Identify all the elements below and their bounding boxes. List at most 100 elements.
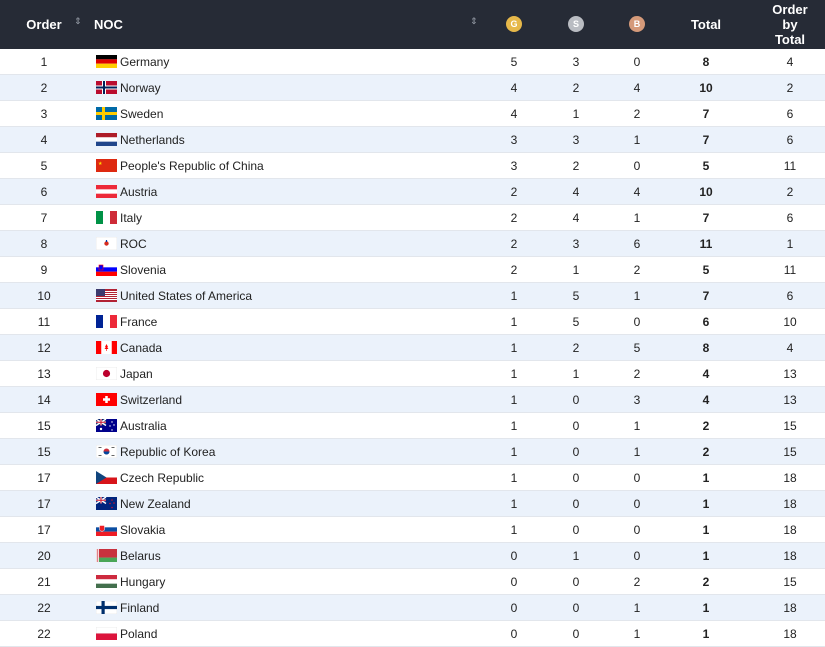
gold-count: 0 (510, 600, 518, 615)
silver-medal-icon[interactable]: S (568, 16, 584, 32)
flag-icon (96, 601, 117, 614)
bronze-count: 1 (633, 418, 641, 433)
gold-medal-icon[interactable]: G (506, 16, 522, 32)
order-cell: 8 (40, 236, 48, 251)
table-row[interactable]: 17 Czech Republic 1 0 0 1 18 (0, 465, 825, 491)
table-row[interactable]: 21 Hungary 0 0 2 2 15 (0, 569, 825, 595)
noc-name[interactable]: Canada (120, 340, 163, 355)
table-row[interactable]: 3 Sweden 4 1 2 7 6 (0, 101, 825, 127)
order-cell: 5 (40, 158, 48, 173)
table-row[interactable]: 22 Poland 0 0 1 1 18 (0, 621, 825, 647)
table-row[interactable]: 11 France 1 5 0 6 10 (0, 309, 825, 335)
table-row[interactable]: 1 Germany 5 3 0 8 4 (0, 49, 825, 75)
flag-icon (96, 627, 117, 640)
table-row[interactable]: 6 Austria 2 4 4 10 2 (0, 179, 825, 205)
table-row[interactable]: 10 United States of America 1 5 1 7 6 (0, 283, 825, 309)
table-row[interactable]: 12 Canada 1 2 5 8 4 (0, 335, 825, 361)
total-count: 4 (702, 392, 710, 407)
noc-name[interactable]: Netherlands (120, 132, 185, 147)
order-column-header[interactable]: Order (26, 17, 62, 32)
total-count: 1 (702, 626, 710, 641)
table-row[interactable]: 15 Republic of Korea 1 0 1 2 15 (0, 439, 825, 465)
silver-count: 3 (572, 54, 580, 69)
silver-count: 0 (572, 522, 580, 537)
noc-name[interactable]: Finland (120, 600, 160, 615)
silver-count: 0 (572, 574, 580, 589)
total-count: 6 (702, 314, 710, 329)
noc-name[interactable]: Poland (120, 626, 158, 641)
table-row[interactable]: 20 Belarus 0 1 0 1 18 (0, 543, 825, 569)
noc-name[interactable]: Germany (120, 54, 170, 69)
gold-count: 1 (510, 288, 518, 303)
table-row[interactable]: 15 Australia 1 0 1 2 15 (0, 413, 825, 439)
noc-name[interactable]: Australia (120, 418, 167, 433)
noc-name[interactable]: Belarus (120, 548, 161, 563)
order-cell: 20 (37, 548, 51, 563)
noc-name[interactable]: ROC (120, 236, 147, 251)
flag-icon (96, 497, 117, 510)
noc-name[interactable]: Sweden (120, 106, 164, 121)
total-count: 2 (702, 444, 710, 459)
noc-name[interactable]: Republic of Korea (120, 444, 216, 459)
table-row[interactable]: 8 ROC 2 3 6 11 1 (0, 231, 825, 257)
silver-count: 4 (572, 210, 580, 225)
order-cell: 12 (37, 340, 51, 355)
silver-count: 2 (572, 340, 580, 355)
total-column-header[interactable]: Total (690, 17, 722, 32)
gold-count: 1 (510, 522, 518, 537)
sort-icon[interactable]: ⇕ (74, 16, 82, 26)
noc-name[interactable]: United States of America (120, 288, 253, 303)
table-row[interactable]: 22 Finland 0 0 1 1 18 (0, 595, 825, 621)
order-cell: 17 (37, 496, 51, 511)
sort-icon[interactable]: ⇕ (470, 16, 478, 26)
table-row[interactable]: 2 Norway 4 2 4 10 2 (0, 75, 825, 101)
noc-name[interactable]: Slovenia (120, 262, 167, 277)
bronze-count: 1 (633, 210, 641, 225)
bronze-count: 0 (633, 54, 641, 69)
flag-icon (96, 575, 117, 588)
noc-name[interactable]: Hungary (120, 574, 166, 589)
noc-column-header[interactable]: NOC (94, 17, 123, 32)
noc-name[interactable]: People's Republic of China (120, 158, 264, 173)
order-cell: 17 (37, 522, 51, 537)
noc-name[interactable]: Austria (120, 184, 158, 199)
noc-name[interactable]: New Zealand (120, 496, 191, 511)
order-cell: 11 (37, 314, 51, 329)
noc-name[interactable]: Japan (120, 366, 153, 381)
order-by-total-cell: 1 (786, 236, 794, 251)
order-by-total-column-header[interactable]: Order by Total (760, 0, 820, 49)
order-by-total-line: Order (772, 2, 808, 17)
silver-count: 1 (572, 366, 580, 381)
gold-count: 2 (510, 236, 518, 251)
bronze-count: 6 (633, 236, 641, 251)
order-by-total-cell: 6 (786, 210, 794, 225)
noc-name[interactable]: Norway (120, 80, 161, 95)
noc-name[interactable]: Czech Republic (120, 470, 205, 485)
flag-icon (96, 419, 117, 432)
total-count: 7 (702, 288, 710, 303)
bronze-medal-icon[interactable]: B (629, 16, 645, 32)
table-row[interactable]: 7 Italy 2 4 1 7 6 (0, 205, 825, 231)
table-row[interactable]: 4 Netherlands 3 3 1 7 6 (0, 127, 825, 153)
order-cell: 22 (37, 600, 51, 615)
gold-count: 5 (510, 54, 518, 69)
total-count: 1 (702, 600, 710, 615)
noc-name[interactable]: Italy (120, 210, 143, 225)
silver-count: 5 (572, 288, 580, 303)
flag-icon (96, 263, 117, 276)
gold-count: 1 (510, 444, 518, 459)
table-row[interactable]: 13 Japan 1 1 2 4 13 (0, 361, 825, 387)
order-by-total-cell: 6 (786, 132, 794, 147)
noc-name[interactable]: France (120, 314, 158, 329)
noc-name[interactable]: Slovakia (120, 522, 166, 537)
silver-count: 0 (572, 444, 580, 459)
bronze-count: 2 (633, 574, 641, 589)
table-row[interactable]: 17 Slovakia 1 0 0 1 18 (0, 517, 825, 543)
table-row[interactable]: 9 Slovenia 2 1 2 5 11 (0, 257, 825, 283)
table-row[interactable]: 5 People's Republic of China 3 2 0 5 11 ★ (0, 153, 825, 179)
table-row[interactable]: 17 New Zealand 1 0 0 1 18 (0, 491, 825, 517)
noc-name[interactable]: Switzerland (120, 392, 183, 407)
order-by-total-cell: 4 (786, 54, 794, 69)
table-row[interactable]: 14 Switzerland 1 0 3 4 13 (0, 387, 825, 413)
bronze-count: 5 (633, 340, 641, 355)
